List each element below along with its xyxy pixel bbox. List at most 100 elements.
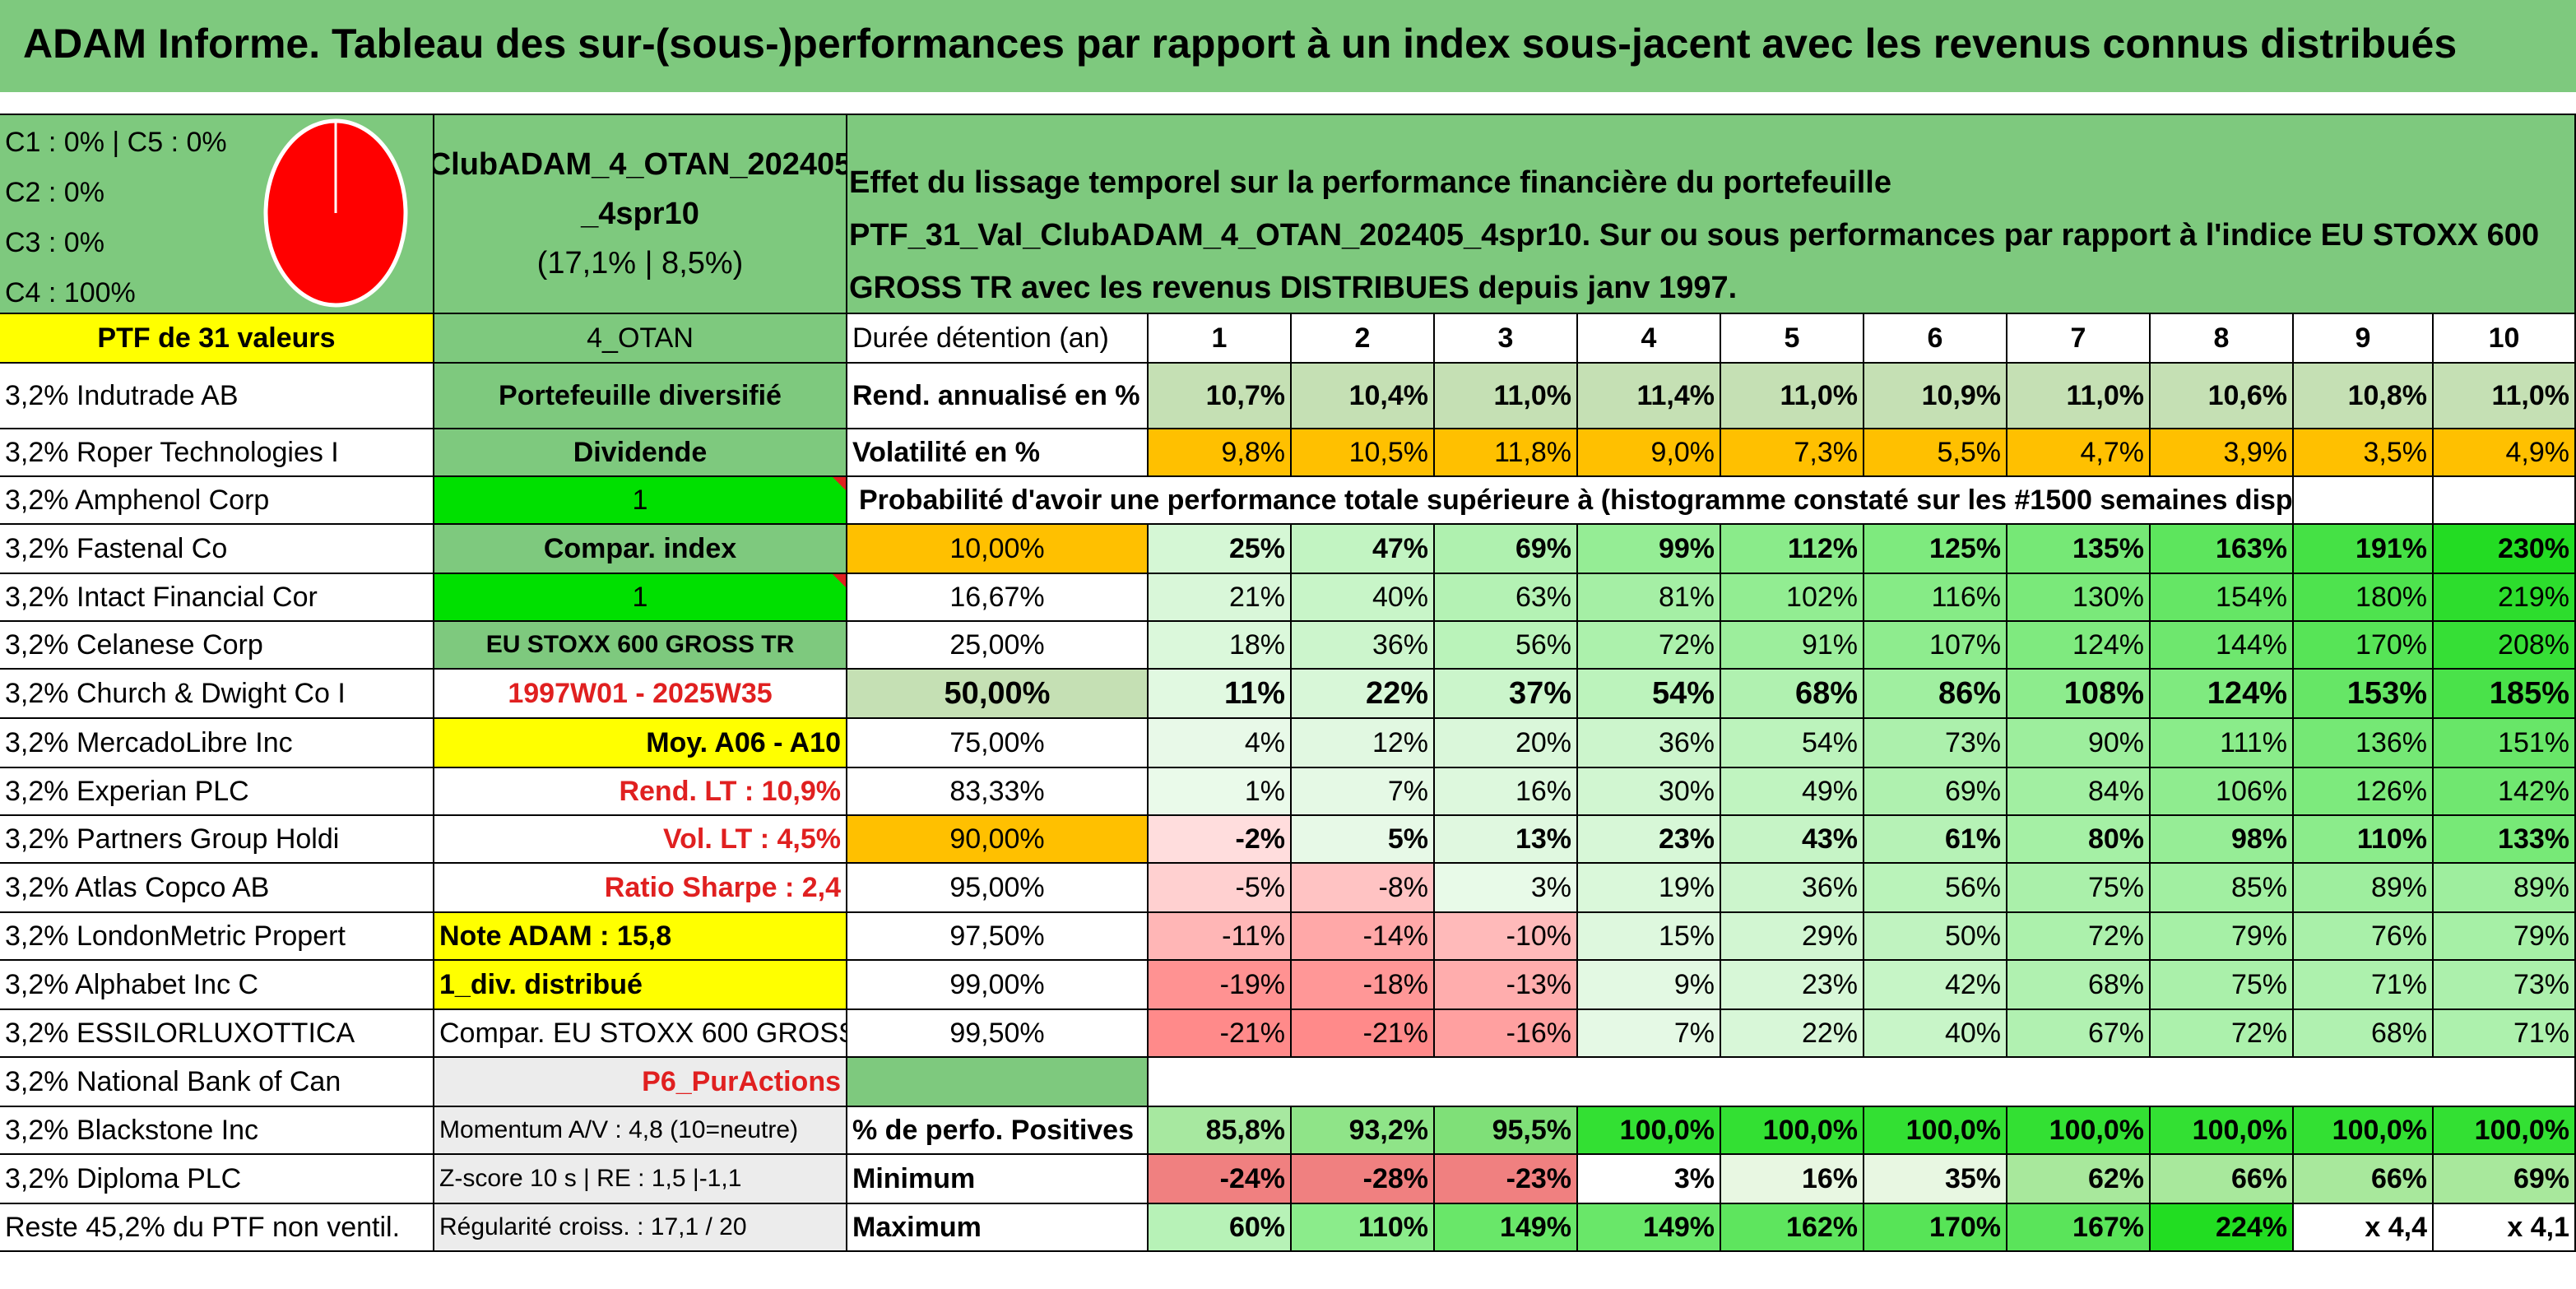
portfolio-name-line2: _4spr10 xyxy=(581,197,699,231)
probability-threshold: 95,00% xyxy=(847,864,1149,913)
maximum-value: x 4,1 xyxy=(2434,1204,2576,1252)
maximum-value: 224% xyxy=(2151,1204,2294,1252)
probability-value: 40% xyxy=(1864,1010,2007,1058)
empty-cell xyxy=(2434,477,2576,525)
probability-value: 25% xyxy=(1149,525,1292,574)
maximum-value: x 4,4 xyxy=(2294,1204,2434,1252)
volatility-value: 3,5% xyxy=(2294,429,2434,477)
probability-value: 133% xyxy=(2434,816,2576,864)
maximum-value: 149% xyxy=(1435,1204,1578,1252)
year-header: 1 xyxy=(1149,314,1292,364)
allocation-line-4: C4 : 100% xyxy=(5,277,136,308)
probability-value: 29% xyxy=(1721,913,1864,961)
holding-duration-label: Durée détention (an) xyxy=(847,314,1149,364)
maximum-label: Maximum xyxy=(847,1204,1149,1252)
probability-value: 180% xyxy=(2294,574,2434,622)
probability-value: 79% xyxy=(2151,913,2294,961)
probability-value: 191% xyxy=(2294,525,2434,574)
sharpe-ratio: Ratio Sharpe : 2,4 xyxy=(434,864,847,913)
probability-value: 136% xyxy=(2294,719,2434,768)
annual-return-value: 10,6% xyxy=(2151,364,2294,429)
holding-item: 3,2% Church & Dwight Co I xyxy=(0,670,434,719)
probability-value: -2% xyxy=(1149,816,1292,864)
probability-value: 18% xyxy=(1149,622,1292,670)
holding-item: 3,2% Diploma PLC xyxy=(0,1155,434,1204)
probability-value: 112% xyxy=(1721,525,1864,574)
probability-value: 153% xyxy=(2294,670,2434,719)
holding-item: 3,2% Fastenal Co xyxy=(0,525,434,574)
volatility-value: 9,0% xyxy=(1578,429,1721,477)
probability-value: 185% xyxy=(2434,670,2576,719)
allocation-line-3: C3 : 0% xyxy=(5,227,104,258)
probability-value: 126% xyxy=(2294,768,2434,816)
strategy-label: 4_OTAN xyxy=(434,314,847,364)
probability-threshold: 97,50% xyxy=(847,913,1149,961)
probability-value: 79% xyxy=(2434,913,2576,961)
minimum-label: Minimum xyxy=(847,1155,1149,1204)
probability-value: 56% xyxy=(1435,622,1578,670)
probability-value: -14% xyxy=(1292,913,1435,961)
probability-value: 75% xyxy=(2007,864,2151,913)
probability-value: 85% xyxy=(2151,864,2294,913)
probability-value: 68% xyxy=(1721,670,1864,719)
probability-value: 73% xyxy=(1864,719,2007,768)
probability-value: 22% xyxy=(1721,1010,1864,1058)
average-window: Moy. A06 - A10 xyxy=(434,719,847,768)
probability-value: 90% xyxy=(2007,719,2151,768)
probability-value: 208% xyxy=(2434,622,2576,670)
holding-item: 3,2% LondonMetric Propert xyxy=(0,913,434,961)
holding-item: 3,2% Atlas Copco AB xyxy=(0,864,434,913)
probability-value: 91% xyxy=(1721,622,1864,670)
probability-value: 54% xyxy=(1721,719,1864,768)
positive-rate-value: 85,8% xyxy=(1149,1107,1292,1155)
portfolio-name-block: ClubADAM_4_OTAN_202405 _4spr10 (17,1% | … xyxy=(434,114,847,314)
probability-value: 107% xyxy=(1864,622,2007,670)
annual-return-value: 11,0% xyxy=(1721,364,1864,429)
volatility-value: 4,7% xyxy=(2007,429,2151,477)
annual-return-value: 10,4% xyxy=(1292,364,1435,429)
allocation-line-2: C2 : 0% xyxy=(5,177,104,208)
probability-value: 15% xyxy=(1578,913,1721,961)
probability-value: 98% xyxy=(2151,816,2294,864)
empty-cell xyxy=(2294,477,2434,525)
probability-value: 106% xyxy=(2151,768,2294,816)
benchmark-name: EU STOXX 600 GROSS TR xyxy=(434,622,847,670)
probability-value: 80% xyxy=(2007,816,2151,864)
probability-value: 72% xyxy=(2007,913,2151,961)
minimum-value: 16% xyxy=(1721,1155,1864,1204)
minimum-value: 66% xyxy=(2151,1155,2294,1204)
probability-value: 3% xyxy=(1435,864,1578,913)
minimum-value: 35% xyxy=(1864,1155,2007,1204)
probability-value: 22% xyxy=(1292,670,1435,719)
probability-value: 43% xyxy=(1721,816,1864,864)
volatility-value: 10,5% xyxy=(1292,429,1435,477)
positive-rate-value: 100,0% xyxy=(2294,1107,2434,1155)
annual-return-value: 11,0% xyxy=(2434,364,2576,429)
probability-threshold: 90,00% xyxy=(847,816,1149,864)
probability-value: -5% xyxy=(1149,864,1292,913)
volatility-value: 3,9% xyxy=(2151,429,2294,477)
volatility-value: 9,8% xyxy=(1149,429,1292,477)
momentum-indicator: Momentum A/V : 4,8 (10=neutre) xyxy=(434,1107,847,1155)
probability-value: 30% xyxy=(1578,768,1721,816)
long-term-return: Rend. LT : 10,9% xyxy=(434,768,847,816)
probability-value: 13% xyxy=(1435,816,1578,864)
portfolio-description: Effet du lissage temporel sur la perform… xyxy=(849,165,2540,305)
positive-rate-value: 95,5% xyxy=(1435,1107,1578,1155)
holding-item: 3,2% ESSILORLUXOTTICA xyxy=(0,1010,434,1058)
probability-value: 154% xyxy=(2151,574,2294,622)
probability-value: 81% xyxy=(1578,574,1721,622)
probability-value: 72% xyxy=(2151,1010,2294,1058)
positive-rate-value: 100,0% xyxy=(2434,1107,2576,1155)
probability-value: 9% xyxy=(1578,961,1721,1010)
positive-rate-value: 100,0% xyxy=(1578,1107,1721,1155)
probability-value: 89% xyxy=(2434,864,2576,913)
annual-return-value: 11,0% xyxy=(2007,364,2151,429)
probability-value: 50% xyxy=(1864,913,2007,961)
probability-value: 20% xyxy=(1435,719,1578,768)
holding-item: 3,2% Partners Group Holdi xyxy=(0,816,434,864)
volatility-value: 4,9% xyxy=(2434,429,2576,477)
adam-score: Note ADAM : 15,8 xyxy=(434,913,847,961)
probability-value: 1% xyxy=(1149,768,1292,816)
holding-item: 3,2% National Bank of Can xyxy=(0,1058,434,1107)
